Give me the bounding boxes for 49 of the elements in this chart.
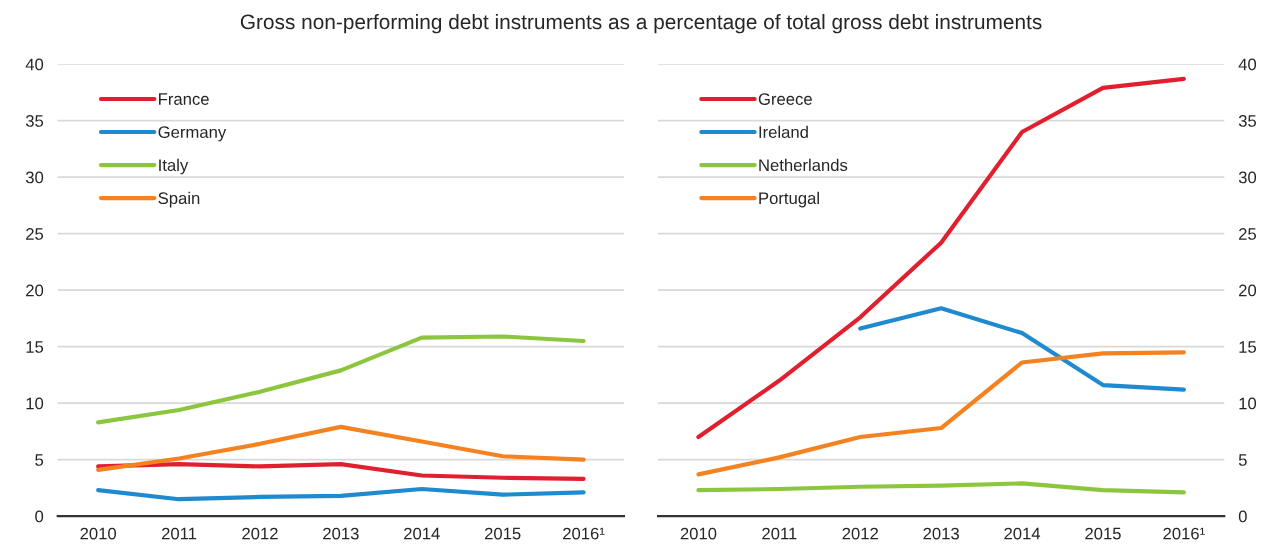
legend-label: Spain [158, 191, 200, 208]
x-tick-label: 2016¹ [1163, 527, 1205, 540]
x-tick-label: 2014 [1004, 527, 1041, 540]
line-series [696, 350, 1186, 477]
line-series [96, 334, 586, 425]
legend-label: Greece [758, 93, 812, 105]
legend-label: Italy [159, 158, 189, 175]
y-tick-label: 40 [1238, 58, 1257, 71]
legend-label: Portugal [759, 191, 819, 208]
x-tick-label: 2011 [161, 527, 197, 540]
y-tick-label: 35 [1238, 115, 1257, 127]
legend-label: Germany [158, 126, 227, 142]
chart-title: Gross non-performing debt instruments as a percentage of total gross debt instruments [240, 13, 1042, 34]
y-tick-label: 15 [1239, 341, 1257, 353]
y-tick-label: 25 [1239, 228, 1257, 240]
x-tick-label: 2015 [484, 527, 521, 540]
y-tick-label: 15 [26, 341, 44, 353]
legend-label: Ireland [759, 125, 808, 139]
x-tick-label: 2012 [242, 527, 278, 540]
line-series [858, 306, 1186, 392]
x-tick-label: 2013 [323, 527, 359, 540]
line-series [96, 424, 586, 472]
line-series [696, 76, 1186, 440]
x-tick-label: 2011 [762, 527, 797, 540]
y-tick-label: 25 [26, 228, 44, 240]
y-tick-label: 40 [25, 58, 44, 71]
y-tick-label: 30 [1238, 171, 1257, 184]
line-series [696, 481, 1186, 495]
x-tick-label: 2016¹ [563, 527, 605, 540]
y-tick-label: 20 [1239, 284, 1257, 297]
y-tick-label: 0 [1238, 510, 1247, 523]
y-tick-label: 20 [26, 284, 44, 297]
x-tick-label: 2010 [80, 527, 117, 540]
x-tick-label: 2013 [923, 527, 959, 540]
x-tick-label: 2012 [842, 527, 878, 540]
line-series [96, 486, 586, 502]
y-tick-label: 35 [25, 115, 44, 127]
y-tick-label: 30 [25, 171, 44, 184]
x-tick-label: 2014 [404, 527, 440, 540]
y-tick-label: 5 [35, 454, 44, 466]
legend-label: Netherlands [759, 158, 848, 172]
y-tick-label: 5 [1238, 454, 1247, 466]
y-tick-label: 10 [26, 397, 44, 410]
line-series [96, 462, 586, 481]
x-tick-label: 2015 [1085, 527, 1121, 540]
x-tick-label: 2010 [680, 527, 717, 540]
y-tick-label: 0 [35, 510, 44, 523]
y-tick-label: 10 [1239, 397, 1257, 410]
legend-label: France [159, 93, 209, 105]
